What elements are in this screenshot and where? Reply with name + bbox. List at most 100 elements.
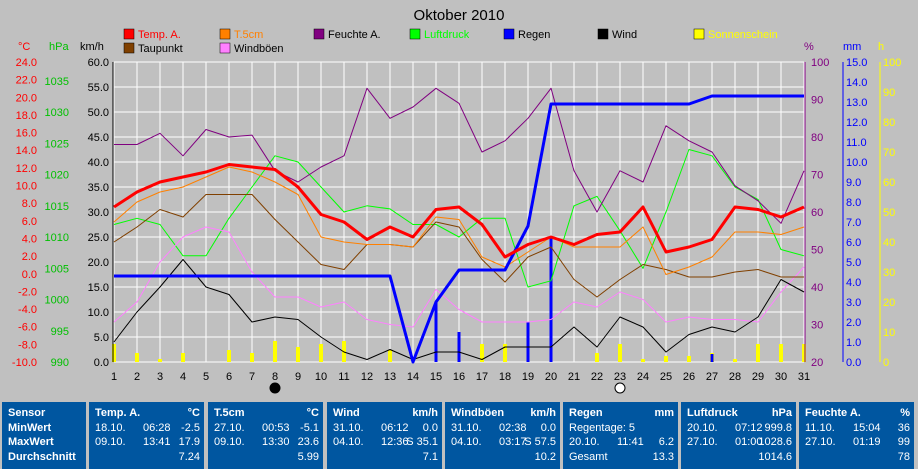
stats-sensor-name: Regen — [569, 407, 603, 419]
stats-value: 6.2 — [658, 436, 674, 448]
rain-axis-tick-label: 1.0 — [846, 337, 861, 349]
stats-panel: T.5cm °C 27.10. 00:53 -5.1 09.10. 13:30 23.6 5.9… — [208, 402, 323, 469]
stats-header: Regen mm — [569, 406, 674, 421]
legend-swatch — [503, 28, 515, 40]
stats-row: 1014.6 — [687, 450, 792, 465]
stats-sensor-name: T.5cm — [214, 407, 245, 419]
sunshine-bar — [802, 344, 806, 362]
wind-axis-tick-label: 45.0 — [88, 132, 109, 144]
temp-axis-tick-label: -4.0 — [18, 304, 37, 316]
stats-row: Gesamt 13.3 — [569, 450, 674, 465]
wind-axis-tick-label: 30.0 — [88, 207, 109, 219]
sunshine-bar — [641, 359, 645, 362]
sunshine-bar — [687, 356, 691, 362]
wind-axis-tick-label: 25.0 — [88, 232, 109, 244]
series-line-temp-a- — [113, 163, 805, 259]
x-tick-label: 13 — [384, 371, 396, 383]
stats-date: 09.10. — [214, 436, 245, 448]
stats-time: 06:28 — [143, 421, 171, 434]
stats-header: Wind km/h — [333, 406, 438, 421]
sunshine-bar — [503, 344, 507, 362]
stats-unit: °C — [306, 407, 319, 419]
sun-axis-tick-label: 30 — [883, 267, 895, 279]
sunshine-bar — [388, 350, 392, 362]
stats-row: 09.10. 13:30 23.6 — [214, 435, 319, 450]
rain-bars — [434, 238, 714, 362]
rain-axis-tick-label: 5.0 — [846, 257, 861, 269]
legend-label: Taupunkt — [138, 43, 183, 55]
legend-label: Sonnenschein — [708, 29, 778, 41]
sunshine-bar — [181, 353, 185, 362]
stats-row: 27.10. 00:53 -5.1 — [214, 421, 319, 436]
wind-axis-tick-label: 10.0 — [88, 307, 109, 319]
sunshine-bar — [319, 344, 323, 362]
stats-row: 7.1 — [333, 450, 438, 465]
sunshine-bar — [618, 344, 622, 362]
temp-axis-tick-label: 10.0 — [16, 181, 37, 193]
humidity-axis-tick-label: 90 — [811, 95, 823, 107]
x-tick-label: 16 — [453, 371, 465, 383]
stats-sensor-name: Luftdruck — [687, 407, 738, 419]
temp-axis-tick-label: 12.0 — [16, 163, 37, 175]
stats-value: 999.8 — [764, 421, 792, 434]
x-tick-label: 7 — [249, 371, 255, 383]
pressure-axis-tick-label: 1000 — [45, 295, 69, 307]
stats-panel: Temp. A. °C 18.10. 06:28 -2.5 09.10. 13:41 17.9… — [89, 402, 204, 469]
sunshine-bar — [112, 344, 116, 362]
x-axis: 1 2 3 4 5 6 7 8 9 10 11 12 13 14 15 16 17 18 19 20 21 22 23 24 2… — [111, 371, 810, 383]
stats-row: 04.10. 03:17 S 57.5 — [451, 435, 556, 450]
pressure-axis-tick-label: 1020 — [45, 170, 69, 182]
wind-axis-tick-label: 0.0 — [94, 357, 109, 369]
stats-date: 20.10. — [569, 436, 600, 448]
stats-row: 7.24 — [95, 450, 200, 465]
stats-row: 31.10. 06:12 0.0 — [333, 421, 438, 436]
legend-label: T.5cm — [234, 29, 263, 41]
stats-row: 31.10. 02:38 0.0 — [451, 421, 556, 436]
series-line-windb-en — [113, 226, 805, 328]
temp-axis-tick-label: 20.0 — [16, 92, 37, 104]
sunshine-bar — [273, 341, 277, 362]
stats-row: 5.99 — [214, 450, 319, 465]
stats-time: 01:00 — [735, 436, 763, 448]
stats-time: 12:36 — [381, 436, 409, 448]
x-tick-label: 2 — [134, 371, 140, 383]
stats-row: 20.10. 11:41 6.2 — [569, 435, 674, 450]
stats-date: Gesamt — [569, 450, 608, 463]
temp-axis-tick-label: 4.0 — [22, 233, 37, 245]
stats-value: S 57.5 — [524, 436, 556, 448]
humidity-axis-tick-label: 60 — [811, 207, 823, 219]
row-label-max: MaxWert — [8, 436, 54, 448]
moon-new-icon — [269, 382, 281, 394]
x-tick-label: 3 — [157, 371, 163, 383]
sun-axis-tick-label: 90 — [883, 87, 895, 99]
stats-sensor-name: Feuchte A. — [805, 407, 861, 419]
x-tick-label: 11 — [338, 371, 349, 383]
rain-axis-tick-label: 15.0 — [846, 57, 867, 69]
axis-units: °C hPa km/h% mm h — [18, 41, 884, 53]
chart-title: Oktober 2010 — [414, 7, 505, 24]
stats-header: Windböen km/h — [451, 406, 556, 421]
weather-chart: Oktober 2010 Temp. A. T.5cm Feuchte A. Luft… — [12, 7, 901, 394]
x-tick-label: 6 — [226, 371, 232, 383]
sun-axis-tick-label: 70 — [883, 147, 895, 159]
sun-axis-tick-label: 50 — [883, 207, 895, 219]
temp-axis-tick-label: 0.0 — [22, 269, 37, 281]
stats-value: 1028.6 — [758, 436, 792, 448]
temp-axis-tick-label: -8.0 — [18, 339, 37, 351]
x-tick-label: 30 — [775, 371, 787, 383]
row-label-sensor: Sensor — [8, 407, 46, 419]
x-tick-label: 22 — [591, 371, 603, 383]
rain-axis-tick-label: 10.0 — [846, 157, 867, 169]
sun-axis-tick-label: 80 — [883, 117, 895, 129]
legend-swatch — [123, 42, 135, 54]
pressure-axis-tick-label: 1010 — [45, 232, 69, 244]
x-tick-label: 4 — [180, 371, 186, 383]
stats-row: 11.10. 15:04 36 — [805, 421, 910, 436]
stats-date: 20.10. — [687, 421, 718, 434]
humidity-axis-tick-label: 80 — [811, 132, 823, 144]
rain-axis-tick-label: 2.0 — [846, 317, 861, 329]
x-tick-label: 21 — [568, 371, 580, 383]
axis-unit: °C — [18, 41, 30, 53]
legend-label: Wind — [612, 29, 637, 41]
stats-value: 7.1 — [422, 450, 438, 463]
